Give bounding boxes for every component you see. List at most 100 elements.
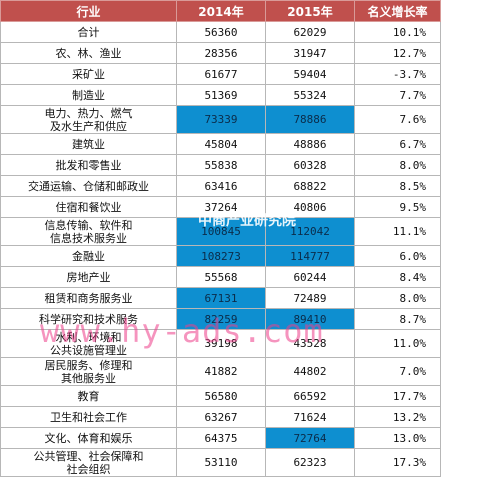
header-row: 行业 2014年 2015年 名义增长率 (1, 1, 500, 22)
value-2015-cell: 68822 (266, 176, 355, 197)
growth-cell: 6.0% (355, 246, 441, 267)
industry-label: 农、林、渔业 (3, 47, 174, 60)
spacer (441, 106, 500, 134)
value-2014-cell: 28356 (177, 43, 266, 64)
spacer (441, 246, 500, 267)
spacer (441, 218, 500, 246)
industry-label: 信息技术服务业 (3, 232, 174, 245)
industry-label: 批发和零售业 (3, 159, 174, 172)
industry-cell: 居民服务、修理和其他服务业 (1, 358, 177, 386)
industry-cell: 农、林、渔业 (1, 43, 177, 64)
spacer (441, 358, 500, 386)
industry-label: 房地产业 (3, 271, 174, 284)
industry-label: 建筑业 (3, 138, 174, 151)
spacer (441, 64, 500, 85)
industry-label: 教育 (3, 390, 174, 403)
growth-cell: 7.0% (355, 358, 441, 386)
industry-cell: 电力、热力、燃气及水生产和供应 (1, 106, 177, 134)
spacer (441, 288, 500, 309)
header-growth: 名义增长率 (355, 1, 441, 22)
value-2015-cell: 78886 (266, 106, 355, 134)
growth-cell: 13.2% (355, 407, 441, 428)
growth-cell: 12.7% (355, 43, 441, 64)
header-2014: 2014年 (177, 1, 266, 22)
value-2014-cell: 56360 (177, 22, 266, 43)
spacer (441, 176, 500, 197)
value-2015-cell: 62323 (266, 449, 355, 477)
industry-label: 合计 (3, 26, 174, 39)
value-2014-cell: 56580 (177, 386, 266, 407)
growth-cell: 7.7% (355, 85, 441, 106)
value-2014-cell: 63416 (177, 176, 266, 197)
value-2015-cell: 60244 (266, 267, 355, 288)
industry-cell: 文化、体育和娱乐 (1, 428, 177, 449)
industry-cell: 合计 (1, 22, 177, 43)
industry-label: 文化、体育和娱乐 (3, 432, 174, 445)
header-industry: 行业 (1, 1, 177, 22)
industry-label: 交通运输、仓储和邮政业 (3, 180, 174, 193)
industry-cell: 卫生和社会工作 (1, 407, 177, 428)
value-2014-cell: 53110 (177, 449, 266, 477)
industry-cell: 租赁和商务服务业 (1, 288, 177, 309)
industry-cell: 制造业 (1, 85, 177, 106)
growth-cell: 8.0% (355, 155, 441, 176)
industry-label: 卫生和社会工作 (3, 411, 174, 424)
value-2015-cell: 48886 (266, 134, 355, 155)
industry-cell: 金融业 (1, 246, 177, 267)
value-2015-cell: 72489 (266, 288, 355, 309)
value-2014-cell: 73339 (177, 106, 266, 134)
growth-cell: 17.3% (355, 449, 441, 477)
value-2014-cell: 55568 (177, 267, 266, 288)
growth-cell: 11.0% (355, 330, 441, 358)
spacer (441, 1, 500, 22)
growth-cell: 9.5% (355, 197, 441, 218)
industry-label: 租赁和商务服务业 (3, 292, 174, 305)
industry-cell: 批发和零售业 (1, 155, 177, 176)
industry-label: 其他服务业 (3, 372, 174, 385)
spacer (441, 449, 500, 477)
value-2015-cell: 31947 (266, 43, 355, 64)
growth-cell: 7.6% (355, 106, 441, 134)
value-2014-cell: 64375 (177, 428, 266, 449)
spacer (441, 330, 500, 358)
industry-label: 住宿和餐饮业 (3, 201, 174, 214)
industry-cell: 建筑业 (1, 134, 177, 155)
growth-cell: 8.5% (355, 176, 441, 197)
industry-cell: 教育 (1, 386, 177, 407)
growth-cell: 13.0% (355, 428, 441, 449)
industry-label: 社会组织 (3, 463, 174, 476)
spacer (441, 267, 500, 288)
industry-label: 居民服务、修理和 (3, 359, 174, 372)
growth-cell: 11.1% (355, 218, 441, 246)
growth-cell: 8.4% (355, 267, 441, 288)
growth-cell: 6.7% (355, 134, 441, 155)
growth-cell: 8.0% (355, 288, 441, 309)
value-2015-cell: 59404 (266, 64, 355, 85)
value-2014-cell: 63267 (177, 407, 266, 428)
value-2015-cell: 114777 (266, 246, 355, 267)
value-2015-cell: 72764 (266, 428, 355, 449)
growth-cell: 10.1% (355, 22, 441, 43)
header-2015: 2015年 (266, 1, 355, 22)
value-2015-cell: 62029 (266, 22, 355, 43)
value-2015-cell: 66592 (266, 386, 355, 407)
value-2015-cell: 60328 (266, 155, 355, 176)
spacer (441, 309, 500, 330)
spacer (441, 428, 500, 449)
spacer (441, 197, 500, 218)
spacer (441, 22, 500, 43)
value-2014-cell: 41882 (177, 358, 266, 386)
